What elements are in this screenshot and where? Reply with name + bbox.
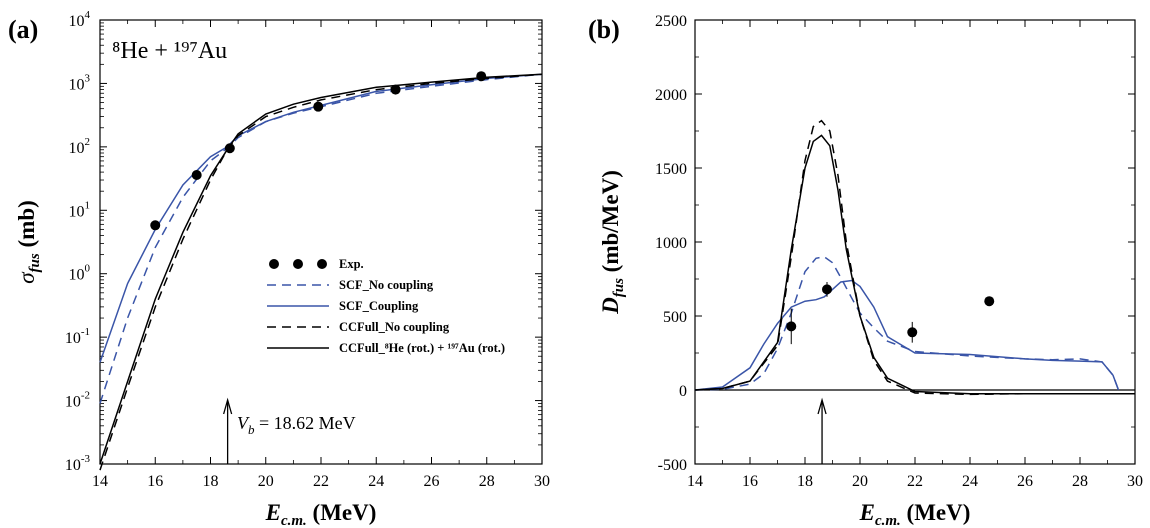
y-tick-label-a: 101: [69, 199, 91, 220]
x-tick-label-a: 30: [534, 473, 550, 490]
x-tick-label-b: 18: [797, 473, 813, 490]
series-line-a: [99, 73, 543, 465]
exp-point-a: [476, 71, 487, 82]
series-line-b: [694, 279, 1120, 391]
y-tick-label-b: 0: [679, 383, 687, 400]
series-line-a: [99, 73, 543, 471]
x-tick-label-a: 22: [313, 473, 329, 490]
x-tick-label-b: 26: [1017, 473, 1033, 490]
panel-b-label: (b): [588, 15, 620, 44]
legend-label: CCFull_⁸He (rot.) + ¹⁹⁷Au (rot.): [339, 341, 505, 355]
panel-b: (b) -500 0 500 1000 1500 2000 2500 14 16 18 20 22 2…: [588, 13, 1143, 528]
x-tick-label-b: 22: [907, 473, 923, 490]
y-tick-label-a: 103: [69, 72, 91, 93]
y-tick-label-a: 102: [69, 136, 91, 157]
panel-b-y-ticks: -500 0 500 1000 1500 2000 2500: [655, 13, 1135, 474]
y-tick-label-a: 10-3: [65, 453, 91, 474]
series-line-b: [694, 256, 1120, 391]
x-tick-label-a: 28: [479, 473, 495, 490]
x-tick-label-a: 18: [203, 473, 219, 490]
x-tick-label-a: 20: [258, 473, 274, 490]
x-tick-label-a: 26: [424, 473, 440, 490]
legend-label: SCF_No coupling: [339, 278, 434, 292]
legend: Exp. SCF_No coupling SCF_Coupling CCFull_No…: [267, 257, 505, 355]
y-axis-title-b: Dfus (mb/MeV): [598, 170, 627, 315]
panel-a-x-ticks: 14 16 18 20 22 24 26 28 30: [92, 20, 550, 490]
barrier-label: Vb = 18.62 MeV: [237, 413, 356, 437]
legend-marker: [293, 259, 303, 269]
x-tick-label-a: 14: [92, 473, 108, 490]
x-tick-label-b: 24: [962, 473, 978, 490]
y-tick-label-a: 10-2: [65, 390, 90, 411]
y-tick-label-a: 10-1: [65, 326, 90, 347]
x-tick-label-b: 28: [1072, 473, 1088, 490]
panel-b-x-ticks: 14 16 18 20 22 24 26 28 30: [687, 20, 1143, 490]
panel-b-exp-points: [786, 281, 995, 345]
y-tick-label-b: 1000: [655, 235, 687, 252]
x-tick-label-b: 20: [852, 473, 868, 490]
panel-a-exp-points: [150, 71, 487, 231]
exp-point-a: [150, 220, 161, 231]
x-tick-label-b: 16: [742, 473, 758, 490]
series-line-b: [694, 134, 1135, 395]
reaction-label: ⁸He + ¹⁹⁷Au: [112, 38, 227, 64]
x-tick-label-b: 30: [1127, 473, 1143, 490]
x-axis-title-b: Ec.m. (MeV): [859, 500, 971, 528]
panel-a-label: (a): [8, 15, 38, 44]
panel-a-frame: [99, 19, 543, 465]
y-tick-label-a: 104: [69, 9, 91, 30]
legend-label: SCF_Coupling: [339, 299, 419, 313]
barrier-arrow-b: [817, 397, 827, 464]
series-line-a: [99, 73, 543, 363]
panel-a: (a) 10-3 10-2 10-1 100 101 102 103 104 14 16 18 20…: [8, 9, 550, 528]
y-tick-label-b: 2000: [655, 87, 687, 104]
panel-b-series: [694, 119, 1135, 396]
barrier-arrow: [223, 397, 233, 464]
exp-point-b: [822, 284, 832, 295]
y-tick-label-b: 500: [663, 309, 687, 326]
panel-a-series: [99, 73, 543, 471]
legend-marker: [269, 259, 279, 269]
y-tick-label-b: -500: [658, 457, 687, 474]
y-tick-label-a: 100: [69, 263, 91, 284]
panel-b-frame: [694, 19, 1136, 465]
x-tick-label-a: 16: [147, 473, 163, 490]
x-tick-label-a: 24: [368, 473, 384, 490]
exp-point-b: [984, 296, 995, 307]
legend-label: Exp.: [339, 257, 364, 271]
series-line-a: [99, 73, 543, 404]
y-tick-label-b: 1500: [655, 161, 687, 178]
exp-point-a: [191, 170, 202, 181]
y-axis-title-a: σfus (mb): [14, 200, 43, 284]
legend-label: CCFull_No coupling: [339, 320, 450, 334]
exp-point-a: [313, 101, 324, 112]
x-tick-label-b: 14: [687, 473, 703, 490]
exp-point-b: [907, 327, 918, 338]
exp-point-a: [224, 143, 235, 154]
exp-point-a: [390, 84, 401, 95]
legend-marker: [317, 259, 327, 269]
exp-point-b: [786, 321, 797, 332]
x-axis-title-a: Ec.m. (MeV): [265, 500, 377, 528]
y-tick-label-b: 2500: [655, 13, 687, 30]
